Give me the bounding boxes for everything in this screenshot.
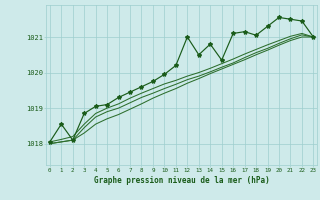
X-axis label: Graphe pression niveau de la mer (hPa): Graphe pression niveau de la mer (hPa) xyxy=(94,176,269,185)
